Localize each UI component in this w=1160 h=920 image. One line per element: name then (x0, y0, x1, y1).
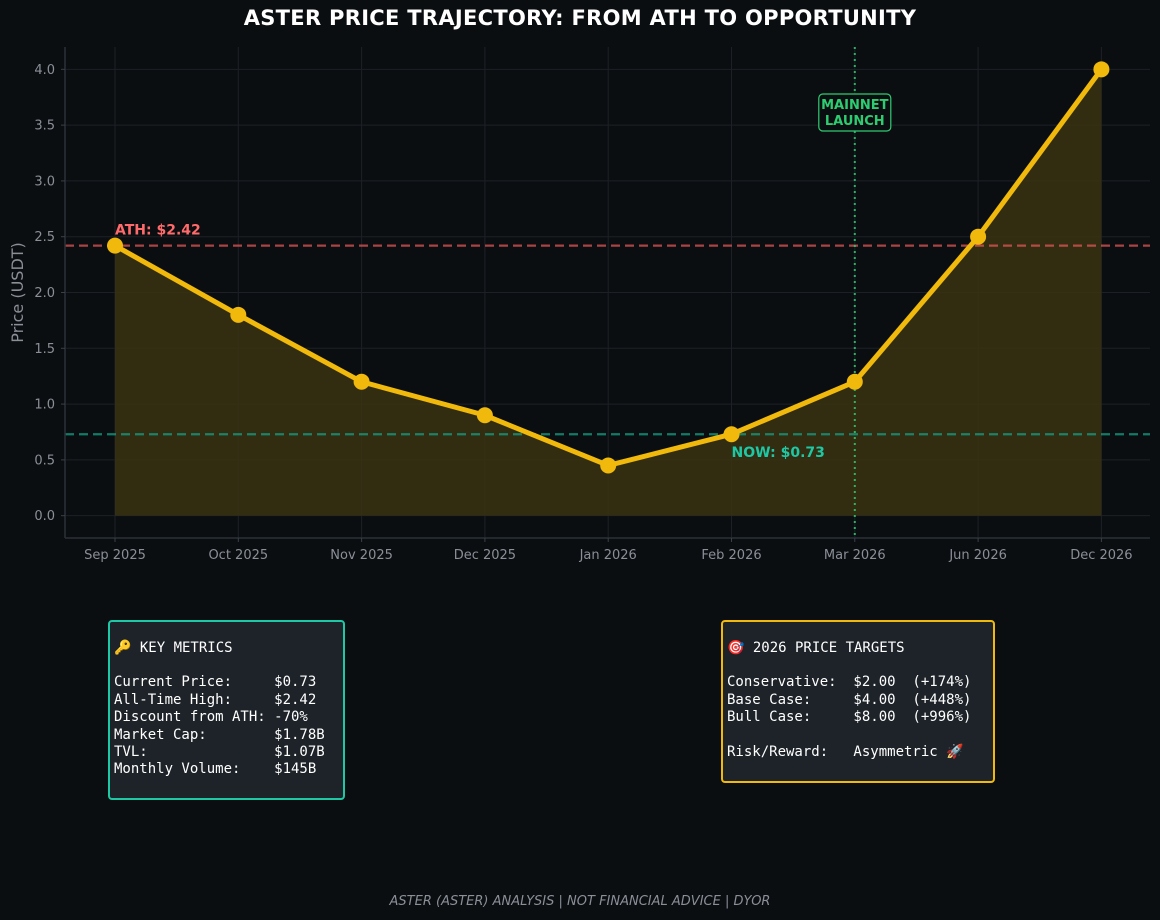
y-tick-label: 2.0 (34, 286, 55, 301)
area-under-line (115, 69, 1102, 516)
x-tick-label: Oct 2025 (208, 548, 268, 563)
data-point (723, 426, 740, 443)
y-tick-label: 0.5 (34, 453, 55, 468)
y-tick-label: 2.5 (34, 230, 55, 245)
chart-title: ASTER PRICE TRAJECTORY: FROM ATH TO OPPO… (243, 6, 917, 30)
data-point (353, 373, 370, 390)
y-tick-label: 4.0 (34, 63, 55, 78)
risk-reward-row: Risk/Reward: Asymmetric 🚀 (727, 743, 964, 760)
x-tick-label: Nov 2025 (330, 548, 393, 563)
target-row: Bull Case: $8.00 (+996%) (727, 709, 972, 726)
x-tick-label: Feb 2026 (701, 548, 761, 563)
target-row: Base Case: $4.00 (+448%) (727, 691, 972, 708)
metric-row: Current Price: $0.73 (114, 674, 317, 691)
disclaimer-footer: ASTER (ASTER) ANALYSIS | NOT FINANCIAL A… (389, 894, 771, 909)
metric-row: TVL: $1.07B (114, 744, 325, 761)
data-point (1093, 61, 1110, 78)
area-fill (115, 69, 1102, 516)
data-point (476, 407, 493, 424)
x-tick-label: Dec 2025 (454, 548, 516, 563)
y-tick-label: 0.0 (34, 509, 55, 524)
price-chart: 0.0 0.5 1.0 1.5 2.0 2.5 3.0 3.5 4.0 Sep 2025 Oct 2… (8, 47, 1150, 563)
data-point (230, 306, 247, 323)
x-tick-label: Jun 2026 (948, 548, 1007, 563)
data-point (970, 228, 987, 245)
mainnet-launch-box (818, 93, 892, 132)
y-axis-label: Price (USDT) (8, 242, 27, 343)
metric-row: Market Cap: $1.78B (114, 726, 325, 743)
ath-label: ATH: $2.42 (115, 223, 201, 239)
price-series (107, 61, 1110, 474)
now-label: NOW: $0.73 (732, 445, 825, 461)
target-row: Conservative: $2.00 (+174%) (727, 674, 972, 691)
data-point (846, 373, 863, 390)
x-tick-label: Mar 2026 (824, 548, 886, 563)
spacer (727, 727, 989, 744)
x-tick-label: Dec 2026 (1070, 548, 1132, 563)
x-tick-label: Jan 2026 (579, 548, 637, 563)
key-metrics-heading: 🔑 KEY METRICS (114, 640, 233, 656)
key-metrics-panel: 🔑 KEY METRICS Current Price: $0.73 All-T… (108, 620, 345, 800)
y-tick-label: 1.0 (34, 398, 55, 413)
x-tick-label: Sep 2025 (84, 548, 146, 563)
data-point (107, 237, 123, 254)
price-targets-panel: 🎯 2026 PRICE TARGETS Conservative: $2.00… (721, 620, 995, 783)
mainnet-launch-label: LAUNCH (825, 114, 885, 129)
y-tick-label: 3.5 (34, 119, 55, 134)
metric-row: Monthly Volume: $145B (114, 761, 317, 778)
mainnet-launch-label: MAINNET (821, 98, 888, 113)
axes: 0.0 0.5 1.0 1.5 2.0 2.5 3.0 3.5 4.0 Sep 2025 Oct 2… (8, 47, 1150, 563)
y-tick-label: 3.0 (34, 174, 55, 189)
metric-row: Discount from ATH: -70% (114, 709, 308, 726)
price-targets-heading: 🎯 2026 PRICE TARGETS (727, 640, 905, 656)
metric-row: All-Time High: $2.42 (114, 691, 317, 708)
y-tick-label: 1.5 (34, 342, 55, 357)
data-point (600, 457, 617, 474)
